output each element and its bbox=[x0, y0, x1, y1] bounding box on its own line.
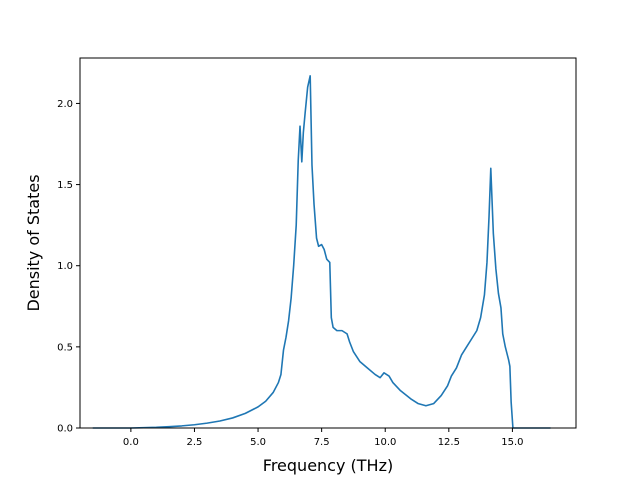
x-tick-label: 12.5 bbox=[438, 437, 460, 448]
y-tick-label: 1.0 bbox=[57, 261, 73, 272]
x-tick-label: 10.0 bbox=[374, 437, 396, 448]
x-axis-label: Frequency (THz) bbox=[263, 456, 393, 475]
y-tick-label: 1.5 bbox=[57, 180, 73, 191]
series-layer bbox=[92, 75, 551, 429]
y-tick-label: 0.0 bbox=[57, 424, 73, 435]
x-tick-label: 7.5 bbox=[314, 437, 330, 448]
x-axis-ticks: 0.0 2.5 5.0 7.5 10.0 12.5 15.0 bbox=[123, 428, 524, 448]
plot-background bbox=[80, 58, 576, 428]
y-axis-ticks: 0.0 0.5 1.0 1.5 2.0 bbox=[57, 99, 80, 435]
plot-frame bbox=[79, 57, 577, 429]
x-tick-label: 2.5 bbox=[187, 437, 203, 448]
dos-series-line-0 bbox=[92, 75, 551, 429]
x-tick-label: 15.0 bbox=[501, 437, 523, 448]
y-tick-label: 2.0 bbox=[57, 99, 73, 110]
x-tick-label: 0.0 bbox=[123, 437, 139, 448]
y-axis-label: Density of States bbox=[24, 174, 43, 311]
x-tick-label: 5.0 bbox=[250, 437, 266, 448]
y-tick-label: 0.5 bbox=[57, 342, 73, 353]
